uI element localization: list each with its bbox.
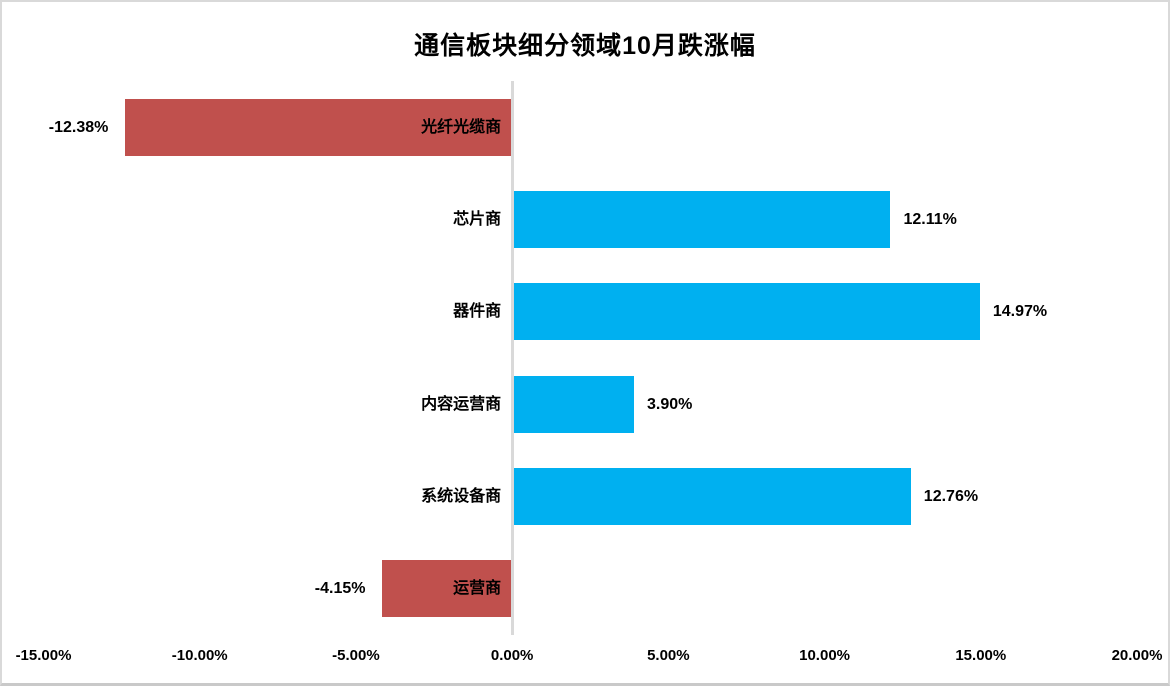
chart-title: 通信板块细分领域10月跌涨幅 <box>414 32 756 60</box>
value-label: -4.15% <box>314 580 366 598</box>
bar-5 <box>512 468 911 525</box>
x-tick-label: 10.00% <box>799 647 850 664</box>
value-label: 14.97% <box>992 303 1048 321</box>
category-label: 光纤光缆商 <box>421 118 502 136</box>
category-label: 芯片商 <box>453 211 502 228</box>
category-label: 系统设备商 <box>421 488 502 505</box>
x-tick-label: 0.00% <box>490 647 534 664</box>
value-label: -12.38% <box>48 118 109 136</box>
zero-axis-line <box>510 81 514 635</box>
bar-3 <box>512 283 980 341</box>
x-tick-label: -5.00% <box>332 647 380 664</box>
value-label: 12.76% <box>923 488 979 505</box>
x-tick-label: 5.00% <box>647 647 690 664</box>
bar-4 <box>512 375 634 433</box>
bar-2 <box>512 191 891 248</box>
value-label: 12.11% <box>903 211 957 228</box>
category-label: 器件商 <box>453 303 502 321</box>
bar-1 <box>125 98 513 156</box>
x-tick-label: 15.00% <box>955 647 1007 664</box>
x-tick-label: 20.00% <box>1111 647 1163 664</box>
category-label: 内容运营商 <box>421 395 502 413</box>
value-label: 3.90% <box>646 395 693 413</box>
x-tick-label: -15.00% <box>15 647 72 664</box>
category-label: 运营商 <box>453 580 502 598</box>
bar-6 <box>382 560 513 618</box>
x-tick-label: -10.00% <box>171 647 228 664</box>
